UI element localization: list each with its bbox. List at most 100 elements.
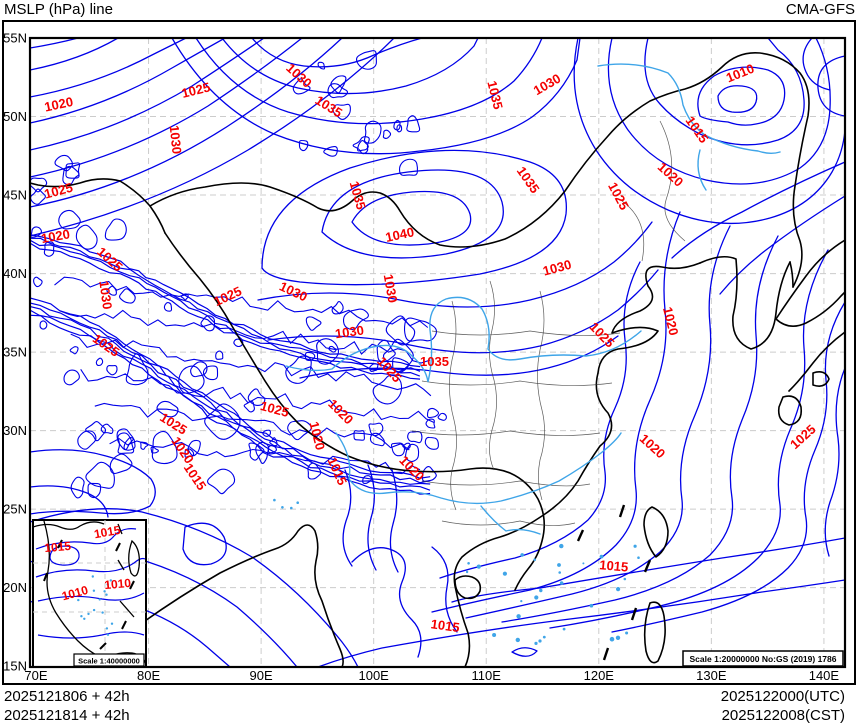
islet-dot	[516, 614, 521, 619]
isobar-contour	[356, 50, 377, 70]
isobar-contour	[30, 449, 156, 515]
isobar-contour	[299, 335, 619, 379]
isobar-label: 1035	[420, 354, 449, 369]
isobar-contour	[382, 129, 392, 139]
islet-dot	[273, 498, 276, 502]
islet-dot	[623, 577, 627, 581]
islet-dot	[533, 558, 536, 561]
isobar-contour	[30, 226, 42, 238]
isobar-contour	[372, 374, 403, 405]
river	[285, 296, 642, 383]
isobar-contour	[802, 38, 831, 91]
islet-dot	[562, 627, 566, 631]
lon-axis-label: 110E	[472, 668, 502, 683]
nine-dash-segment	[643, 559, 652, 573]
islet-dot	[539, 588, 543, 593]
isobar-contour	[351, 190, 472, 246]
isobar-contour	[163, 302, 173, 312]
isobar-contour	[62, 165, 80, 186]
isobar-contour	[123, 437, 136, 451]
lat-axis-label: 50N	[3, 109, 27, 124]
isobar-contour	[307, 462, 322, 480]
isobar-contour	[501, 235, 779, 623]
isobar-contour	[607, 38, 831, 185]
isobar-contour	[94, 402, 410, 451]
isobar-contour	[247, 388, 266, 406]
isobar-contour	[35, 528, 137, 550]
coastline-border	[643, 506, 669, 558]
islet-dot	[609, 636, 615, 642]
islet-dot	[520, 600, 523, 603]
isobar-contour	[362, 475, 372, 484]
islet-dot	[290, 506, 293, 510]
isobar-contour	[37, 592, 145, 602]
islet-dot	[105, 593, 108, 596]
islet-dot	[625, 631, 629, 635]
isobar-contour	[207, 468, 236, 495]
isobar-contour	[267, 269, 659, 354]
isobar-contour	[717, 85, 758, 113]
isobar-label: 1015	[430, 616, 461, 635]
coastline-border	[33, 521, 105, 530]
isobar-contour	[511, 647, 538, 657]
coastline-border	[699, 255, 791, 350]
nine-dash-segment	[99, 642, 107, 650]
isobar-contour	[298, 139, 309, 152]
isobar-contour	[106, 365, 118, 376]
isobar-contour	[573, 38, 845, 225]
islet-dot	[515, 637, 520, 643]
isobar-contour	[119, 288, 136, 304]
isobar-contour	[389, 469, 399, 573]
province-borders	[411, 120, 686, 526]
islet-dot	[77, 598, 80, 602]
isobar-contour	[431, 211, 681, 613]
isobar-contour	[393, 119, 401, 131]
inset-content: 1015 1015 1010 1010	[33, 520, 146, 667]
isobar-label: 1025	[43, 180, 75, 202]
islet-dot	[91, 575, 95, 578]
lat-axis-label: 55N	[3, 31, 27, 46]
river	[335, 432, 622, 505]
map-frame-rect	[28, 36, 847, 669]
nine-dash-segment	[576, 529, 585, 542]
isobar-contour	[697, 66, 786, 126]
isobar-label: 1010	[104, 576, 132, 592]
isobar-contour	[305, 316, 322, 331]
islet-dot	[87, 612, 90, 616]
isobar-contour	[367, 464, 377, 571]
isobar-contour	[323, 146, 338, 157]
init-time-utc: 2025121806 + 42h	[4, 688, 130, 705]
islet-dot	[101, 611, 104, 614]
valid-time-cst: 2025122008(CST)	[721, 707, 845, 724]
isobar-label: 1020	[306, 420, 328, 452]
isobar-contour	[425, 418, 436, 429]
isobar-contour	[200, 315, 216, 332]
model-name: CMA-GFS	[785, 1, 855, 18]
islet-dot	[92, 589, 96, 592]
islet-dot	[534, 595, 539, 600]
isobar-contour	[719, 195, 845, 295]
coastline-border	[141, 524, 344, 667]
isobar-contour	[151, 430, 178, 465]
isobar-label: 1015	[93, 523, 122, 541]
isobar-contour	[104, 218, 127, 241]
isobar-contour	[30, 188, 46, 205]
islet-dot	[582, 562, 585, 565]
scale-box: Scale 1:20000000 No:GS (2019) 1786	[682, 650, 844, 667]
islet-dot	[492, 633, 497, 637]
isobar-contour	[330, 75, 347, 94]
province-border	[489, 280, 497, 471]
isobar-contour	[243, 400, 255, 413]
isobar-contour	[30, 314, 431, 495]
lon-axis-label: 90E	[250, 668, 273, 683]
isobar-contour	[109, 453, 133, 474]
lat-axis-label: 25N	[3, 502, 27, 517]
isobar-label: 1030	[381, 273, 401, 304]
province-border	[411, 430, 601, 436]
isobar-contour	[54, 276, 429, 328]
islet-dot	[558, 571, 561, 574]
nine-dash-segment	[57, 539, 63, 549]
scale-text: Scale 1:20000000 No:GS (2019) 1786	[690, 654, 837, 664]
islet-dot	[599, 554, 604, 559]
lat-axis-label: 15N	[3, 659, 27, 674]
